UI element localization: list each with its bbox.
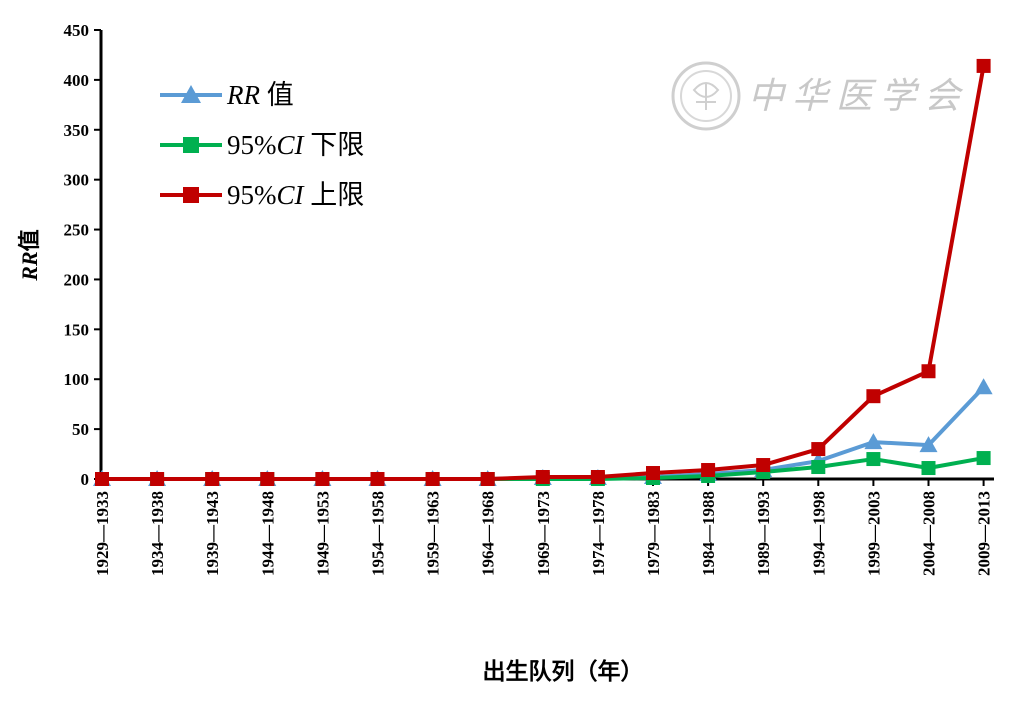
x-tick-label: 1959—1963 xyxy=(424,491,443,576)
data-point xyxy=(370,472,385,486)
data-point xyxy=(864,433,883,450)
x-tick-label: 1994—1998 xyxy=(809,491,828,576)
x-axis-title: 出生队列（年） xyxy=(483,658,644,685)
legend-marker xyxy=(183,187,199,203)
y-axis-title: RR值 xyxy=(17,229,42,281)
y-axis-title-italic: RR xyxy=(17,251,42,281)
series-line xyxy=(102,65,986,481)
y-tick-label: 350 xyxy=(64,121,90,140)
data-point xyxy=(150,472,165,486)
data-point xyxy=(976,58,991,73)
x-tick-label: 1969—1973 xyxy=(534,491,553,576)
data-point xyxy=(756,458,771,473)
data-point xyxy=(866,452,881,467)
data-point xyxy=(480,472,495,486)
legend-label: RR 值 xyxy=(226,80,294,110)
data-point xyxy=(646,466,660,481)
legend-label-rest: 值 xyxy=(260,80,294,110)
x-tick-label: 1944—1948 xyxy=(258,491,277,576)
data-point xyxy=(95,472,109,486)
x-tick-label: 1974—1978 xyxy=(589,491,608,576)
y-tick-label: 300 xyxy=(64,171,90,190)
x-tick-label: 1964—1968 xyxy=(479,491,498,576)
y-tick-label: 250 xyxy=(64,221,90,240)
data-point xyxy=(260,472,275,486)
legend-item-0: RR 值 xyxy=(160,80,294,110)
x-tick-label: 1999—2003 xyxy=(864,491,883,576)
data-point xyxy=(701,463,716,478)
x-tick-label: 1979—1983 xyxy=(644,491,663,576)
data-point xyxy=(811,442,826,457)
legend-item-2: 95%CI 上限 xyxy=(160,180,364,210)
legend-label-italic: CI xyxy=(277,180,306,210)
y-tick-label: 150 xyxy=(64,320,90,339)
y-tick-label: 450 xyxy=(64,21,90,40)
data-point xyxy=(866,389,881,404)
y-tick-label: 100 xyxy=(64,370,90,389)
data-point xyxy=(921,461,936,476)
data-point xyxy=(425,472,440,486)
watermark: 中华医学会 xyxy=(671,61,968,131)
y-tick-label: 50 xyxy=(72,420,89,439)
x-tick-label: 2009—2013 xyxy=(975,491,994,576)
legend-label-rest: 上限 xyxy=(304,180,365,210)
y-tick-label: 0 xyxy=(81,470,90,489)
x-tick-label: 1949—1953 xyxy=(313,491,332,576)
data-point xyxy=(590,470,605,485)
y-tick-label: 400 xyxy=(64,71,90,90)
x-tick-label: 1929—1933 xyxy=(93,491,112,576)
legend-label-italic: CI xyxy=(277,130,306,160)
legend-label-rest: 下限 xyxy=(304,130,365,160)
data-point xyxy=(315,472,330,486)
legend-label: 95%CI 上限 xyxy=(227,180,364,210)
watermark-text: 中华医学会 xyxy=(748,76,968,117)
legend-label-italic: RR xyxy=(226,80,260,110)
legend-marker xyxy=(181,85,201,103)
data-point xyxy=(919,436,938,453)
x-tick-label: 1989—1993 xyxy=(754,491,773,576)
series-line xyxy=(102,385,986,481)
y-axis-title-rest: 值 xyxy=(17,229,42,251)
x-tick-label: 1984—1988 xyxy=(699,491,718,576)
legend-label-plain: 95% xyxy=(227,130,277,160)
series-0 xyxy=(93,378,993,486)
legend-item-1: 95%CI 下限 xyxy=(160,130,364,160)
data-point xyxy=(811,460,826,475)
x-tick-label: 2004—2008 xyxy=(920,491,939,576)
chinese-medical-association-seal-icon xyxy=(671,61,741,131)
y-tick-label: 200 xyxy=(64,270,90,289)
x-tick-label: 1954—1958 xyxy=(369,491,388,576)
x-tick-label: 1939—1943 xyxy=(203,491,222,576)
legend-marker xyxy=(183,137,199,153)
legend-label: 95%CI 下限 xyxy=(227,130,364,160)
data-point xyxy=(205,472,220,486)
series-2 xyxy=(95,58,991,486)
data-point xyxy=(921,364,936,379)
data-point xyxy=(974,378,993,395)
x-tick-label: 1934—1938 xyxy=(148,491,167,576)
data-point xyxy=(535,470,550,485)
legend-label-plain: 95% xyxy=(227,180,277,210)
data-point xyxy=(976,451,991,466)
